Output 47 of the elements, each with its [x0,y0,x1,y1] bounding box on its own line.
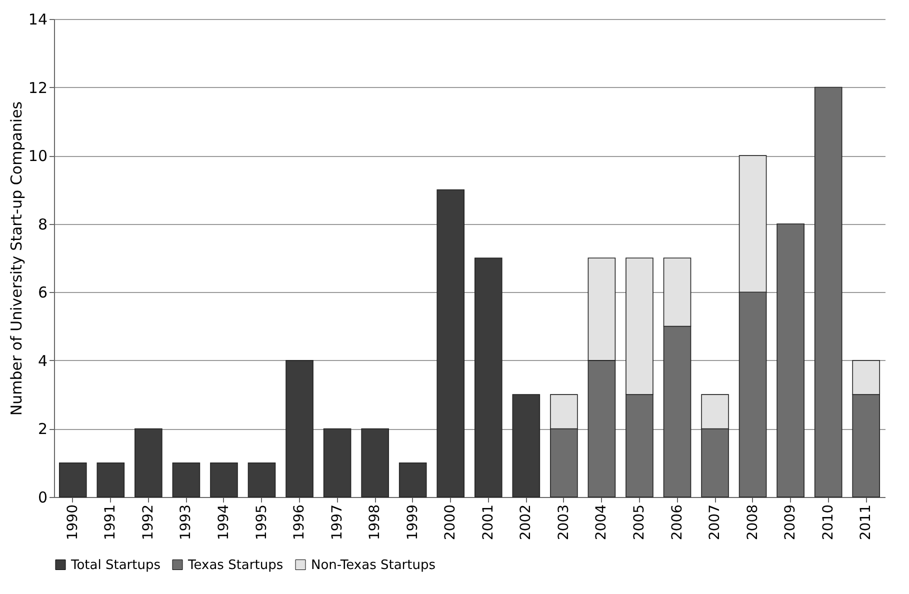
y-tick-label: 12 [28,78,48,97]
y-tick-label: 8 [38,215,48,234]
bar [134,428,162,498]
x-tick-label: 1997 [329,504,346,540]
bar [512,394,540,498]
x-tick-label: 1991 [102,504,119,540]
y-tick-label: 2 [38,420,48,438]
x-tick-label: 2000 [442,504,459,540]
x-tick-label: 2011 [858,504,874,540]
bar [58,462,87,498]
x-tick-label: 1996 [292,504,308,540]
x-tick-label: 1990 [64,504,81,540]
y-tick-label: 0 [38,488,48,506]
x-tick-label: 2004 [594,504,610,540]
x-tick-label: 2006 [669,504,686,540]
bar [474,258,502,498]
legend-label: Total Startups [70,558,161,573]
x-tick-label: 2009 [782,504,799,540]
bar [323,428,352,498]
x-tick-label: 1992 [140,504,156,540]
bar [172,462,200,498]
bar [286,360,314,498]
bar [96,462,125,498]
bar [210,462,238,498]
x-tick-label: 1999 [404,504,421,540]
x-tick-label: 2001 [480,504,496,540]
x-tick-label: 2003 [556,504,572,540]
legend-label: Non-Texas Startups [311,558,436,573]
bar [361,428,389,498]
x-tick-label: 2008 [744,504,761,540]
x-tick-label: 2007 [707,504,724,540]
x-tick-label: 1993 [178,504,194,540]
y-axis-title: Number of University Start-up Companies [7,101,26,416]
x-tick-label: 1994 [216,504,232,540]
x-tick-label: 2005 [631,504,648,540]
x-tick-label: 1995 [254,504,270,540]
y-tick-label: 6 [38,284,48,302]
y-tick-label: 14 [28,10,48,28]
legend-label: Texas Startups [187,558,284,573]
bar [436,189,465,498]
bar [248,462,276,498]
x-tick-label: 2010 [820,504,836,540]
x-tick-label: 1998 [367,504,384,540]
y-tick-label: 4 [38,352,48,370]
bar [398,462,427,498]
x-tick-label: 2002 [518,504,534,540]
y-tick-label: 10 [28,147,48,166]
